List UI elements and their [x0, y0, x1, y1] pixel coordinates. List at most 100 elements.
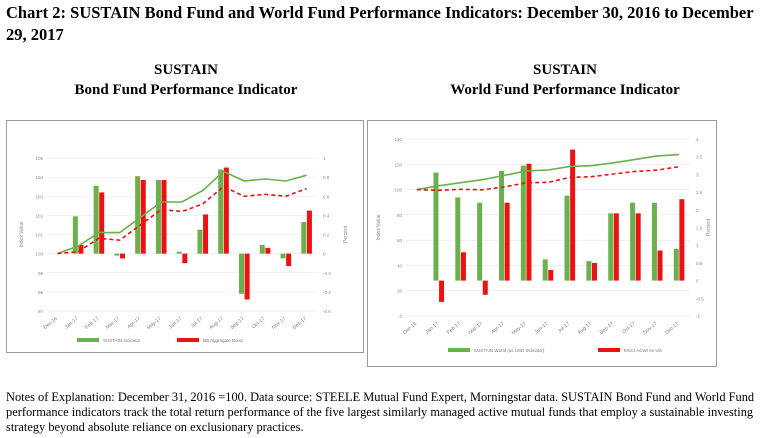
right-tick-label: 0.2 [323, 233, 330, 238]
left-tick-label: 97 [38, 309, 44, 314]
right-tick-label: 0.6 [323, 194, 330, 199]
dashed-series-line [416, 165, 680, 192]
bar [280, 253, 286, 259]
bar [239, 253, 245, 294]
right-tick-label: 2.5 [696, 190, 703, 195]
right-tick-label: 1.5 [696, 226, 703, 231]
bar [630, 202, 636, 281]
bar [657, 250, 663, 281]
x-tick-label: Dec-17 [292, 316, 308, 331]
bond-subtitle-line-2: Bond Fund Performance Indicator [74, 82, 298, 98]
bar [460, 252, 466, 281]
y-axis-title: Index Value [376, 214, 382, 240]
notes-of-explanation: Notes of Explanation: December 31, 2016 … [6, 390, 755, 434]
bar [679, 199, 685, 281]
bar [203, 214, 209, 254]
x-tick-label: Jul-17 [190, 316, 204, 329]
left-tick-label: 105 [35, 156, 43, 161]
bond-chart: 97 98 99 100 101 102 103 104 105 -0.6 -0.4 -0.2 0 0.2… [19, 156, 349, 343]
x-tick-label: Feb-17 [446, 321, 462, 336]
bar [651, 202, 657, 281]
bar [591, 262, 597, 281]
bar [140, 179, 146, 254]
bar [455, 197, 461, 281]
bar [504, 202, 510, 281]
legend-swatch [598, 348, 620, 352]
right-tick-label: 1 [323, 156, 326, 161]
right-tick-label: 0 [323, 252, 326, 257]
solid-series-line [57, 170, 307, 255]
right-tick-label: -0.2 [323, 271, 331, 276]
x-tick-label: Aug-17 [209, 316, 225, 331]
bond-chart-panel: 97 98 99 100 101 102 103 104 105 -0.6 -0.4 -0.2 0 0.2… [6, 120, 364, 353]
left-tick-label: 80 [397, 213, 403, 218]
right-tick-label: 0 [696, 279, 699, 284]
solid-series-line [416, 153, 680, 191]
left-tick-label: 20 [397, 289, 403, 294]
x-tick-label: Sep-17 [229, 316, 245, 331]
bar [197, 229, 203, 254]
right-tick-label: -1 [696, 314, 700, 319]
bar [482, 280, 488, 295]
x-tick-label: Apr-17 [490, 321, 506, 335]
legend-label: SUSTAIN Indicator [103, 338, 141, 343]
bond-fund-subtitle: SUSTAIN Bond Fund Performance Indicator [0, 60, 372, 100]
x-tick-label: Aug-17 [577, 321, 593, 336]
y-axis-title: Index Value [19, 221, 25, 247]
bar [608, 213, 614, 281]
right-tick-label: 1 [696, 243, 699, 248]
left-tick-label: 100 [35, 252, 43, 257]
bar [135, 176, 141, 254]
bar [99, 192, 105, 254]
left-tick-label: 98 [38, 290, 44, 295]
bar [586, 261, 592, 281]
bar [176, 251, 182, 254]
dashed-series-line [57, 185, 307, 255]
x-tick-label: Dec-17 [664, 321, 680, 336]
left-tick-label: 102 [35, 213, 43, 218]
right-tick-label: 3.5 [696, 155, 703, 160]
bar [499, 170, 505, 281]
right-tick-label: 4 [696, 137, 699, 142]
x-tick-label: Mar-17 [105, 316, 121, 331]
legend-label: MSCI ACWI ex-US [624, 348, 662, 353]
x-tick-label: Sep-17 [599, 321, 615, 336]
left-tick-label: 40 [397, 263, 403, 268]
right-tick-label: 0.4 [323, 213, 330, 218]
bar [542, 259, 548, 281]
world-chart: 0 20 40 60 80 100 120 140 -1 -0.5 0 0.5 1 1.5 2 2.5 3 3.5… [376, 137, 712, 353]
x-tick-label: Jun-17 [168, 316, 184, 331]
right-tick-label: 0.5 [696, 261, 703, 266]
right-tick-label: -0.4 [323, 290, 331, 295]
world-chart-panel: 0 20 40 60 80 100 120 140 -1 -0.5 0 0.5 1 1.5 2 2.5 3 3.5… [367, 120, 717, 367]
bar [265, 247, 271, 254]
bar [259, 245, 265, 254]
chart-main-title: Chart 2: SUSTAIN Bond Fund and World Fun… [6, 3, 754, 44]
right-tick-label: -0.5 [696, 296, 704, 301]
legend-swatch [177, 338, 199, 342]
bar [526, 163, 532, 281]
bar [570, 149, 576, 281]
x-tick-label: Oct-17 [621, 321, 637, 335]
x-tick-label: Mar-17 [468, 321, 484, 336]
bar [93, 185, 99, 254]
world-fund-subtitle: SUSTAIN World Fund Performance Indicator [370, 60, 760, 100]
legend-label: BB Aggregate Bond [203, 338, 243, 343]
bar [218, 169, 224, 254]
x-tick-label: Nov-17 [271, 316, 287, 331]
bond-subtitle-line-1: SUSTAIN [154, 62, 218, 78]
bar [244, 253, 250, 300]
bar [439, 280, 445, 302]
x-tick-label: Jan-17 [424, 321, 440, 336]
legend-swatch [448, 348, 470, 352]
bar [182, 253, 188, 264]
bar [548, 269, 554, 281]
bar [119, 253, 125, 259]
x-tick-label: May-17 [146, 316, 163, 331]
left-tick-label: 120 [394, 162, 402, 167]
x-tick-label: Apr-17 [126, 316, 142, 330]
left-tick-label: 100 [394, 188, 402, 193]
legend-swatch [77, 338, 99, 342]
x-tick-label: Jul-17 [557, 321, 571, 334]
left-tick-label: 99 [38, 271, 44, 276]
